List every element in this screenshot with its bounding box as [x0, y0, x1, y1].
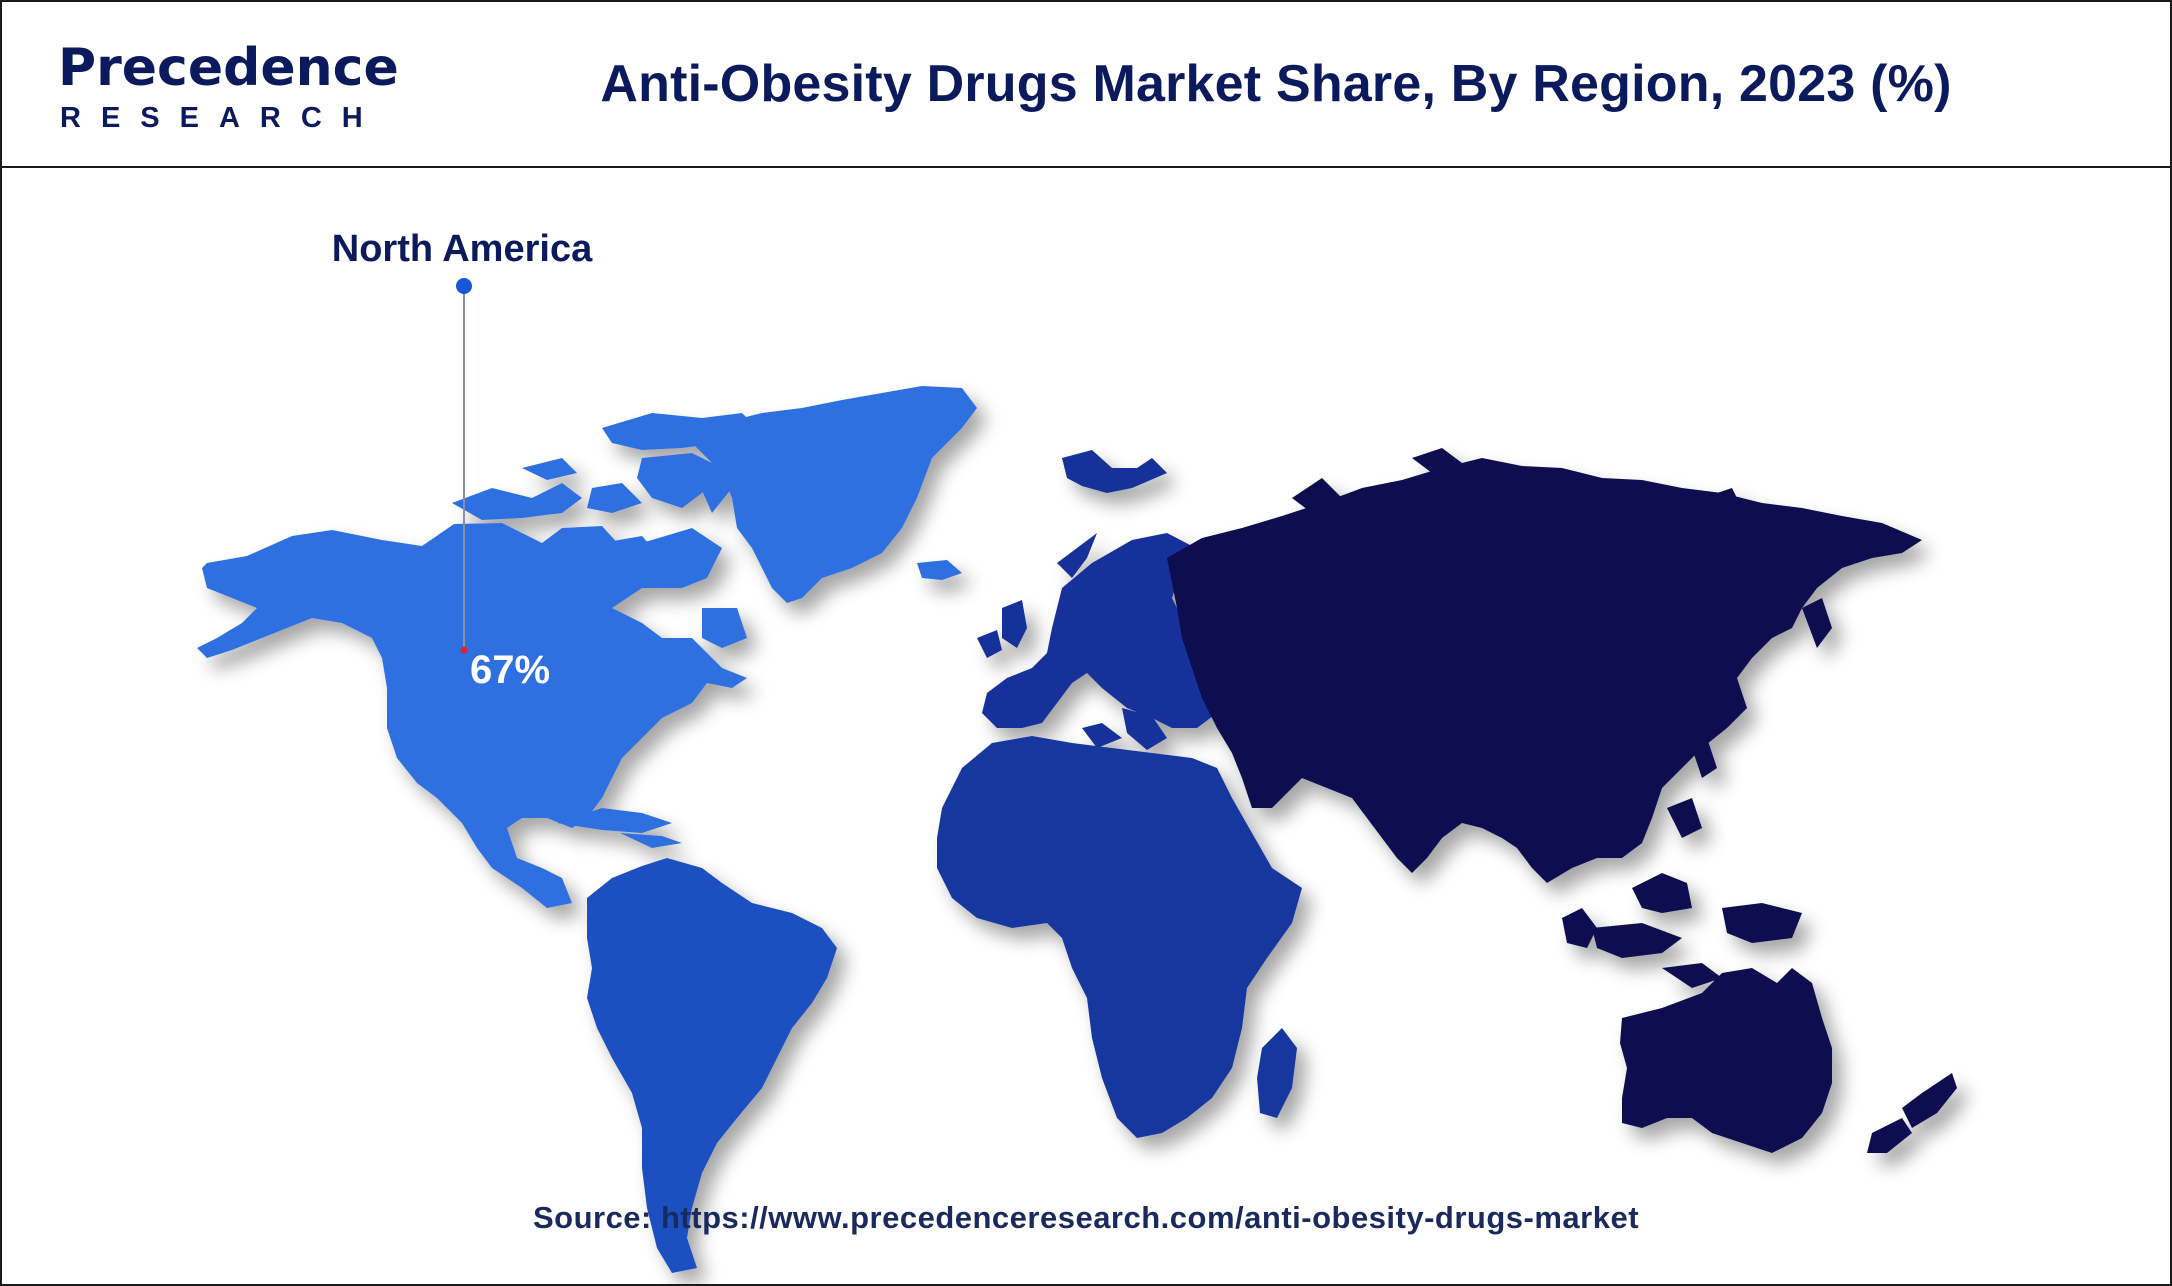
callout-top-marker — [456, 278, 472, 294]
callout-anchor-marker — [460, 646, 468, 654]
logo-subtitle: RESEARCH — [60, 102, 383, 134]
north-america-share-value: 67% — [470, 648, 551, 692]
region-south-america — [587, 858, 837, 1273]
chart-title: Anti-Obesity Drugs Market Share, By Regi… — [600, 55, 1952, 113]
source-note: Source: https://www.precedenceresearch.c… — [532, 1200, 1640, 1235]
world-map-area: North America 67% — [2, 168, 2170, 1284]
region-north-america — [197, 386, 977, 908]
brand-logo: Precedence RESEARCH — [54, 38, 399, 138]
region-europe — [977, 450, 1217, 750]
region-africa — [937, 736, 1302, 1138]
north-america-callout — [456, 278, 472, 654]
callout-label: North America — [331, 228, 593, 270]
logo-wordmark: Precedence — [58, 38, 399, 98]
header: Precedence RESEARCH Anti-Obesity Drugs M… — [2, 2, 2170, 168]
world-map — [197, 278, 1957, 1273]
region-asia-pacific — [1167, 448, 1957, 1153]
